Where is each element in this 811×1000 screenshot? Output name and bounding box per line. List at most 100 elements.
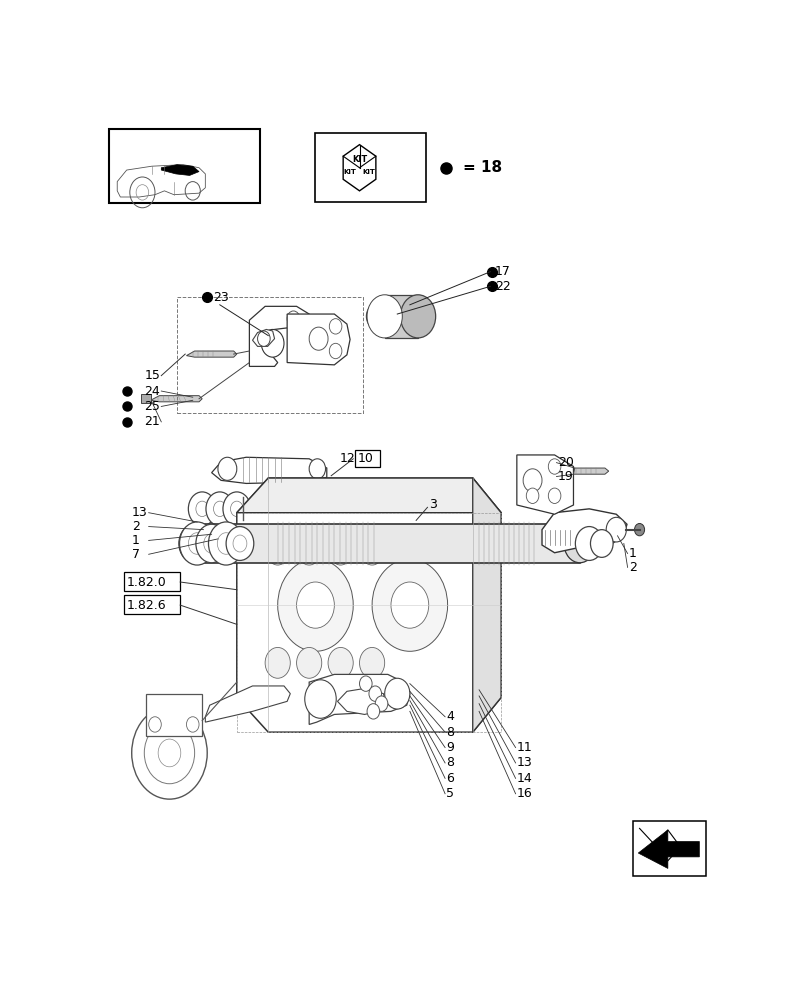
- Circle shape: [204, 534, 219, 553]
- Circle shape: [144, 722, 195, 784]
- Text: 25: 25: [144, 400, 160, 413]
- Polygon shape: [161, 165, 199, 175]
- Text: 24: 24: [144, 385, 160, 398]
- Circle shape: [400, 295, 436, 338]
- Circle shape: [367, 704, 380, 719]
- Circle shape: [298, 537, 320, 565]
- Text: 12: 12: [339, 452, 354, 465]
- Text: 22: 22: [494, 280, 510, 293]
- Polygon shape: [573, 468, 608, 474]
- Text: KIT: KIT: [351, 155, 367, 164]
- Text: 4: 4: [446, 710, 453, 723]
- Text: 13: 13: [131, 506, 148, 519]
- Polygon shape: [140, 394, 150, 403]
- Bar: [633, 821, 705, 876]
- Circle shape: [375, 696, 388, 711]
- Text: 6: 6: [446, 772, 453, 785]
- Bar: [315, 133, 425, 202]
- Text: 13: 13: [517, 756, 532, 769]
- Circle shape: [564, 524, 594, 563]
- Circle shape: [309, 459, 325, 479]
- Text: 21: 21: [144, 415, 160, 428]
- Polygon shape: [542, 509, 626, 553]
- Text: 8: 8: [446, 756, 454, 769]
- Circle shape: [590, 530, 612, 557]
- Bar: [123, 595, 180, 614]
- Circle shape: [195, 501, 208, 517]
- Circle shape: [526, 488, 539, 503]
- Text: 1: 1: [131, 534, 139, 547]
- Circle shape: [606, 517, 625, 542]
- Circle shape: [261, 329, 284, 357]
- Circle shape: [522, 469, 542, 492]
- Circle shape: [230, 501, 242, 517]
- Text: 8: 8: [446, 726, 454, 739]
- Circle shape: [148, 717, 161, 732]
- Polygon shape: [150, 396, 202, 402]
- Text: 20: 20: [557, 456, 573, 469]
- Circle shape: [178, 524, 210, 563]
- Polygon shape: [343, 145, 375, 191]
- Text: 1.82.6: 1.82.6: [127, 599, 166, 612]
- Polygon shape: [309, 674, 410, 724]
- Circle shape: [187, 717, 199, 732]
- Circle shape: [223, 492, 251, 526]
- Polygon shape: [212, 457, 326, 483]
- Text: 5: 5: [446, 787, 454, 800]
- Text: = 18: = 18: [463, 160, 502, 175]
- Circle shape: [329, 537, 351, 565]
- Polygon shape: [187, 351, 237, 357]
- Circle shape: [206, 492, 234, 526]
- Circle shape: [265, 647, 290, 678]
- Polygon shape: [637, 830, 698, 868]
- Circle shape: [359, 676, 371, 691]
- Circle shape: [208, 522, 243, 565]
- Circle shape: [233, 535, 247, 552]
- Circle shape: [304, 680, 336, 718]
- Circle shape: [384, 678, 410, 709]
- Polygon shape: [384, 295, 418, 338]
- Circle shape: [359, 647, 384, 678]
- Text: 11: 11: [517, 741, 532, 754]
- Circle shape: [287, 311, 299, 326]
- Text: KIT: KIT: [343, 169, 356, 175]
- Circle shape: [329, 343, 341, 359]
- Circle shape: [217, 533, 234, 554]
- Text: 2: 2: [628, 561, 636, 574]
- Circle shape: [179, 522, 214, 565]
- Text: 1: 1: [628, 547, 636, 560]
- Polygon shape: [337, 688, 385, 714]
- Polygon shape: [472, 478, 500, 732]
- Circle shape: [328, 647, 353, 678]
- Circle shape: [367, 295, 401, 338]
- Text: 1.82.0: 1.82.0: [127, 576, 166, 588]
- Text: 17: 17: [494, 265, 510, 278]
- Circle shape: [217, 457, 237, 480]
- Circle shape: [188, 533, 206, 554]
- Circle shape: [213, 501, 225, 517]
- Polygon shape: [517, 455, 573, 514]
- Text: 14: 14: [517, 772, 532, 785]
- Polygon shape: [252, 329, 274, 346]
- Circle shape: [225, 527, 254, 560]
- Circle shape: [188, 492, 216, 526]
- Text: 9: 9: [446, 741, 453, 754]
- Circle shape: [131, 707, 207, 799]
- Bar: [354, 450, 380, 466]
- Polygon shape: [195, 524, 579, 563]
- Bar: [145, 694, 202, 736]
- Circle shape: [368, 686, 381, 701]
- Text: 15: 15: [144, 369, 160, 382]
- Polygon shape: [249, 306, 312, 366]
- Circle shape: [547, 488, 560, 503]
- Circle shape: [158, 739, 181, 767]
- Bar: [237, 513, 500, 732]
- Text: 2: 2: [131, 520, 139, 533]
- Circle shape: [547, 459, 560, 474]
- Circle shape: [296, 582, 334, 628]
- Circle shape: [360, 537, 383, 565]
- Circle shape: [633, 523, 644, 536]
- Bar: [177, 297, 363, 413]
- Circle shape: [575, 527, 603, 560]
- Circle shape: [195, 524, 227, 563]
